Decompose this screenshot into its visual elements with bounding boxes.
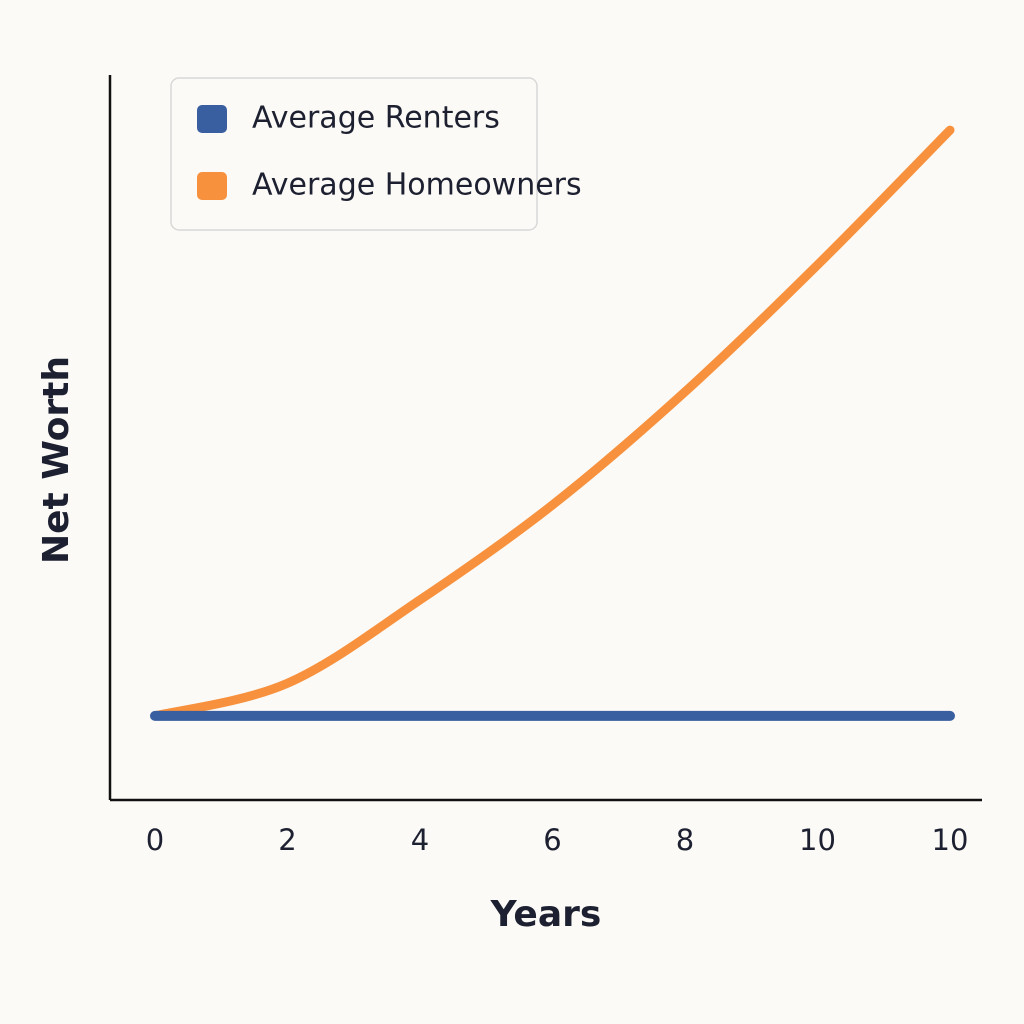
legend-label: Average Renters: [252, 101, 500, 136]
legend-swatch: [197, 172, 227, 200]
x-tick-label: 10: [932, 823, 969, 857]
x-tick-label: 4: [411, 823, 429, 857]
series-line: [150, 125, 955, 721]
x-tick-label: 10: [799, 823, 836, 857]
x-tick-label: 0: [146, 823, 164, 857]
legend-swatch: [197, 105, 227, 133]
y-axis-title: Net Worth: [36, 356, 77, 564]
legend-label: Average Homeowners: [252, 168, 582, 203]
x-axis-title: Years: [490, 894, 602, 935]
x-tick-label: 2: [278, 823, 296, 857]
legend-box: [170, 77, 538, 231]
x-tick-label: 6: [543, 823, 561, 857]
x-tick-label: 8: [676, 823, 694, 857]
